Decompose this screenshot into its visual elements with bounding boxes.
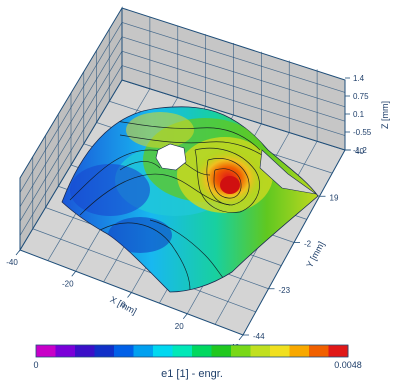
grid-line	[19, 51, 123, 222]
colorbar-max-label: 0.0048	[334, 360, 362, 370]
colorbar-swatch	[55, 345, 76, 357]
z-tick-label: 0.75	[353, 92, 369, 101]
hot-spot-core	[220, 176, 240, 194]
data-gap	[155, 143, 187, 171]
y-tick-label: 40	[355, 147, 364, 156]
grid-line	[121, 22, 346, 93]
x-tick-label: -40	[6, 258, 18, 267]
strain-band	[108, 217, 172, 253]
colorbar-min-label: 0	[33, 360, 38, 370]
contour-line	[99, 222, 191, 291]
contour-line	[149, 219, 226, 281]
colorbar-swatch	[153, 345, 173, 357]
grid-line	[19, 65, 123, 236]
contour-line	[213, 168, 242, 199]
x-tick-mark	[71, 271, 77, 277]
colorbar-swatch	[250, 345, 271, 357]
colorbar-swatch	[289, 345, 310, 357]
colorbar-title: e1 [1] - engr.	[161, 368, 223, 380]
x-tick-mark	[127, 292, 132, 298]
z-tick-label: -1.2	[353, 146, 367, 155]
x-tick-mark	[15, 249, 21, 256]
grid-line	[19, 22, 123, 193]
z-tick-label: 1.4	[353, 74, 365, 83]
contour-line	[79, 173, 231, 216]
colorbar: 0 0.0048 e1 [1] - engr.	[33, 344, 362, 380]
x-tick-label: 0	[121, 301, 126, 310]
colorbar-swatch	[328, 345, 349, 357]
surface-colors	[69, 112, 273, 291]
colorbar-swatch	[94, 345, 115, 357]
grid-line	[19, 36, 123, 207]
contour-line	[194, 147, 260, 213]
y-tick-label: 19	[330, 193, 339, 202]
colorbar-swatch	[172, 345, 193, 357]
colorbar-frame	[35, 344, 349, 358]
z-axis-label: Z [mm]	[380, 101, 390, 129]
contour-line	[206, 158, 250, 206]
colorbar-swatch	[114, 345, 134, 357]
contour-line	[69, 149, 211, 201]
grid-line	[121, 65, 346, 136]
grid-line	[121, 36, 346, 108]
contour-line	[119, 161, 161, 171]
z-tick-label: 0.1	[353, 110, 365, 119]
colorbar-swatch	[75, 345, 95, 357]
colorbar-swatch	[133, 345, 154, 357]
strain-surface	[61, 106, 319, 293]
y-tick-label: -44	[253, 332, 265, 341]
x-tick-label: 20	[175, 322, 184, 331]
data-gap	[259, 149, 317, 195]
colorbar-swatch	[309, 345, 329, 357]
colorbar-swatch	[192, 345, 212, 357]
z-tick-label: -0.55	[353, 128, 372, 137]
x-tick-label: -20	[62, 279, 74, 288]
x-tick-mark	[182, 313, 188, 319]
colorbar-swatch	[36, 345, 56, 357]
contour-line	[119, 134, 271, 161]
colorbar-swatch	[211, 345, 232, 357]
contour-line	[109, 119, 261, 151]
colorbar-swatch	[270, 345, 290, 357]
y-tick-label: -2	[304, 240, 312, 249]
grid-line	[121, 50, 346, 122]
y-tick-label: -23	[279, 286, 291, 295]
colorbar-swatch	[231, 345, 251, 357]
x-axis-label: X [mm]	[108, 294, 138, 316]
x-tick-mark	[238, 334, 244, 341]
